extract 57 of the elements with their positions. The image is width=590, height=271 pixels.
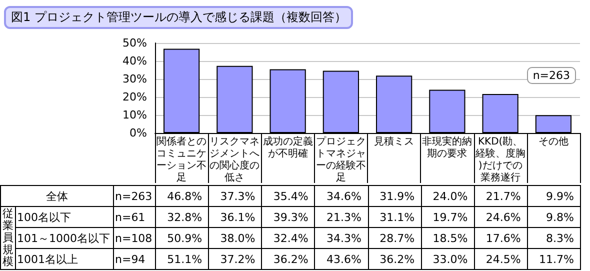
category-label: n=108 [115, 232, 152, 244]
text: 51.1% [167, 252, 202, 266]
text: 24.5% [486, 252, 521, 266]
y-tick-label: 0% [130, 126, 147, 140]
text: 32.8% [167, 210, 202, 224]
y-tick-label: 30% [122, 72, 147, 86]
text: 8.3% [546, 232, 574, 244]
text: 36.2% [380, 252, 415, 266]
category-label: 100名以下 [17, 210, 71, 224]
text: 31.9% [380, 190, 415, 202]
x-tick-label: その他 [538, 136, 568, 148]
text: 38.0% [220, 232, 256, 244]
x-tick-label: 関係者とのコミュニケーション不足 [156, 136, 207, 184]
text: 9.8% [546, 210, 574, 224]
text: 28.7% [380, 232, 415, 244]
category-label: 101～1000名以下 [17, 232, 110, 244]
text: 9.9% [546, 190, 574, 202]
y-tick-label: 10% [122, 108, 147, 122]
category-label: n=94 [115, 252, 146, 266]
text: 21.7% [486, 190, 521, 202]
text: 37.2% [220, 252, 256, 266]
text: 50.9% [167, 232, 202, 244]
category-label: 1001名以上 [17, 252, 78, 266]
chart-title: 図1 プロジェクト管理ツールの導入で感じる課題（複数回答） [4, 6, 354, 29]
x-tick-label: 成功の定義が不明確 [262, 136, 313, 160]
y-tick-label: 20% [122, 90, 147, 104]
text: 全体 [46, 190, 68, 202]
x-tick-label: プロジェクトマネジャーの経験不足 [316, 136, 366, 184]
text: 35.4% [273, 190, 308, 202]
text: 21.3% [326, 210, 362, 224]
text: 17.6% [486, 232, 521, 244]
text: 33.0% [432, 252, 468, 266]
text: 37.3% [220, 190, 256, 202]
text: 11.7% [539, 252, 574, 266]
annotation: n=263 [526, 67, 576, 84]
text: 18.5% [432, 232, 468, 244]
text: 従業員規模 [1, 207, 15, 268]
text: 36.2% [273, 252, 308, 266]
text: 34.6% [326, 190, 362, 202]
text: 43.6% [326, 252, 362, 266]
x-tick-label: 見積ミス [374, 136, 414, 148]
text: 34.3% [326, 232, 362, 244]
x-tick-label: リスクマネジメントへの関心度の低さ [210, 136, 260, 184]
category-label: n=61 [115, 210, 146, 224]
y-tick-label: 40% [122, 54, 147, 68]
category-label: n=263 [115, 190, 152, 202]
text: 32.4% [273, 232, 308, 244]
text: 24.6% [486, 210, 521, 224]
x-tick-label: 非現実的納期の要求 [422, 136, 472, 160]
y-tick-label: 50% [122, 36, 147, 50]
text: 36.1% [220, 210, 256, 224]
x-tick-label: KKD(勘、経験、度胸)だけでの業務遂行 [474, 136, 526, 184]
text: 46.8% [167, 190, 202, 202]
text: 31.1% [380, 210, 415, 224]
text: 19.7% [432, 210, 468, 224]
text: 39.3% [273, 210, 308, 224]
text: 24.0% [432, 190, 468, 202]
